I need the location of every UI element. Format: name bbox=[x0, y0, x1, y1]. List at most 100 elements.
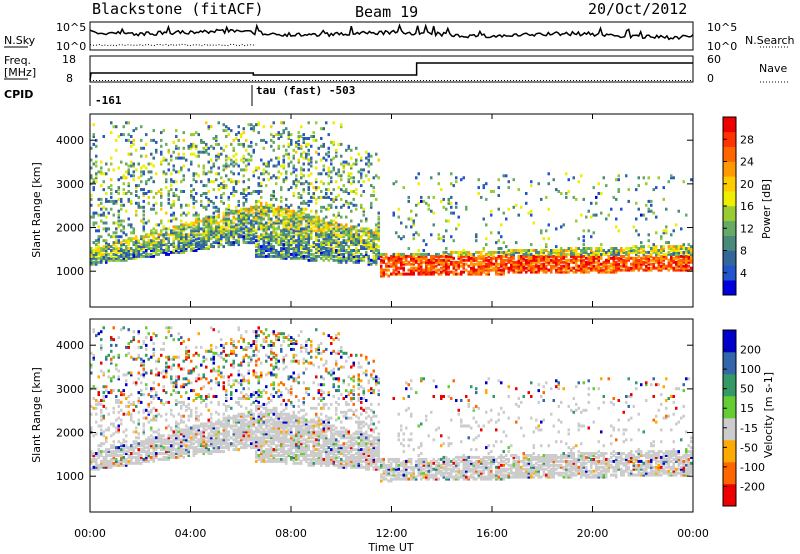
power-cell bbox=[637, 264, 640, 268]
power-cell bbox=[320, 144, 323, 148]
power-cell bbox=[350, 219, 353, 223]
power-cell bbox=[282, 158, 285, 162]
power-cell bbox=[357, 223, 360, 227]
velocity-cell bbox=[102, 404, 105, 408]
power-cell bbox=[190, 160, 193, 164]
power-cell bbox=[307, 219, 310, 223]
power-cell bbox=[555, 252, 558, 256]
velocity-cell bbox=[100, 338, 103, 342]
power-cell bbox=[177, 170, 180, 174]
power-cell bbox=[95, 174, 98, 178]
power-cell bbox=[290, 211, 293, 215]
power-cell bbox=[477, 256, 480, 260]
power-cell bbox=[640, 264, 643, 268]
power-cell bbox=[202, 192, 205, 195]
power-cell bbox=[192, 174, 195, 178]
power-cell bbox=[97, 213, 100, 217]
power-cell bbox=[365, 233, 368, 237]
velocity-cell bbox=[182, 432, 185, 436]
power-cell bbox=[370, 243, 373, 247]
velocity-cell bbox=[137, 436, 140, 440]
power-cell bbox=[192, 195, 195, 199]
power-cell bbox=[112, 249, 115, 252]
velocity-cell bbox=[112, 410, 115, 414]
power-cell bbox=[245, 229, 248, 233]
power-cell bbox=[445, 207, 448, 211]
power-cell bbox=[685, 249, 688, 252]
power-cell bbox=[330, 239, 333, 243]
power-cell bbox=[357, 170, 360, 174]
velocity-cell bbox=[180, 336, 183, 340]
velocity-cell bbox=[100, 402, 103, 406]
power-cell bbox=[262, 252, 265, 256]
colorbar-tick-label: 12 bbox=[740, 222, 754, 235]
power-cell bbox=[367, 237, 370, 241]
power-cell bbox=[90, 158, 93, 162]
power-cell bbox=[432, 264, 435, 268]
power-cell bbox=[485, 266, 488, 270]
velocity-cell bbox=[152, 438, 155, 442]
power-cell bbox=[262, 168, 265, 172]
velocity-cell bbox=[175, 452, 178, 455]
power-cell bbox=[257, 190, 260, 193]
power-cell bbox=[607, 264, 610, 268]
power-cell bbox=[205, 233, 208, 237]
power-cell bbox=[555, 245, 558, 249]
power-cell bbox=[177, 156, 180, 160]
power-cell bbox=[245, 215, 248, 219]
velocity-cell bbox=[170, 448, 173, 452]
power-cell bbox=[112, 258, 115, 262]
power-cell bbox=[267, 225, 270, 229]
power-cell bbox=[180, 237, 183, 241]
power-cell bbox=[292, 221, 295, 225]
power-cell bbox=[520, 254, 523, 258]
velocity-cell bbox=[95, 459, 98, 463]
power-cell bbox=[112, 168, 115, 172]
velocity-cell bbox=[95, 465, 98, 469]
velocity-cell bbox=[130, 455, 133, 459]
power-cell bbox=[92, 252, 95, 256]
power-cell bbox=[382, 252, 385, 256]
power-cell bbox=[685, 268, 688, 272]
power-cell bbox=[170, 229, 173, 233]
velocity-cell bbox=[147, 420, 150, 424]
power-cell bbox=[627, 256, 630, 260]
power-cell bbox=[310, 237, 313, 241]
power-cell bbox=[282, 154, 285, 158]
power-cell bbox=[292, 250, 295, 254]
power-cell bbox=[537, 250, 540, 254]
power-cell bbox=[202, 237, 205, 241]
power-cell bbox=[565, 270, 568, 274]
velocity-cell bbox=[92, 454, 95, 457]
power-cell bbox=[270, 176, 273, 180]
power-cell bbox=[367, 247, 370, 250]
power-cell bbox=[157, 249, 160, 252]
velocity-cell bbox=[92, 455, 95, 459]
power-cell bbox=[257, 249, 260, 252]
power-cell bbox=[265, 225, 268, 229]
power-cell bbox=[532, 260, 535, 264]
velocity-cell bbox=[102, 430, 105, 434]
power-cell bbox=[362, 168, 365, 172]
power-cell bbox=[585, 266, 588, 270]
power-cell bbox=[680, 266, 683, 270]
velocity-cell bbox=[152, 351, 155, 355]
velocity-cell bbox=[167, 330, 170, 334]
velocity-cell bbox=[187, 432, 190, 436]
power-cell bbox=[327, 229, 330, 233]
power-cell bbox=[682, 258, 685, 262]
power-cell bbox=[580, 266, 583, 270]
power-cell bbox=[300, 213, 303, 217]
velocity-cell bbox=[140, 455, 143, 459]
power-cell bbox=[615, 266, 618, 270]
power-cell bbox=[660, 258, 663, 262]
power-cell bbox=[302, 133, 305, 137]
power-cell bbox=[480, 264, 483, 268]
power-cell bbox=[410, 225, 413, 229]
power-cell bbox=[657, 249, 660, 252]
power-cell bbox=[555, 256, 558, 260]
power-cell bbox=[432, 254, 435, 258]
power-cell bbox=[385, 256, 388, 260]
power-cell bbox=[575, 268, 578, 272]
power-cell bbox=[545, 229, 548, 233]
